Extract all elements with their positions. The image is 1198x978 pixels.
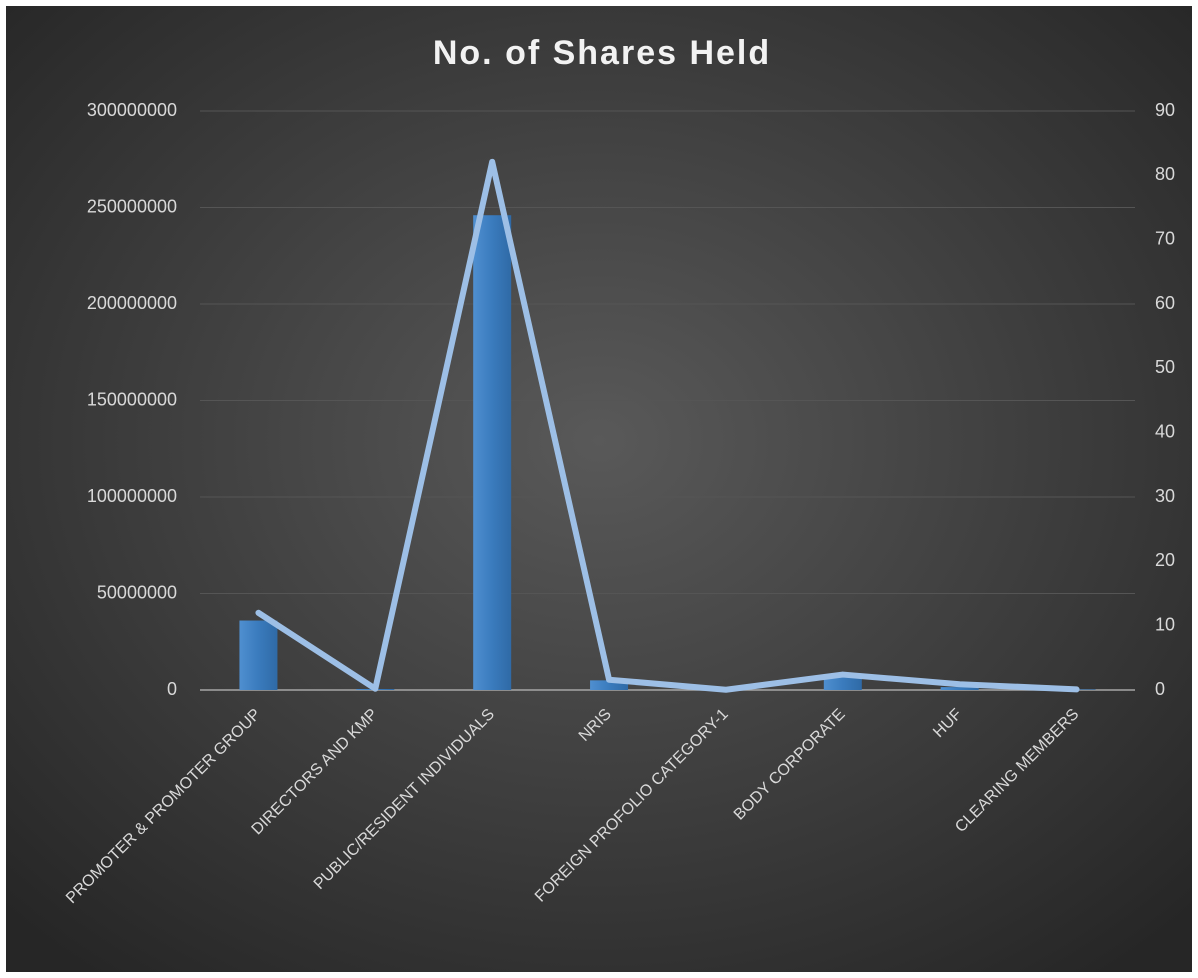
y-tick-label: 300000000	[87, 100, 177, 120]
chart-title: No. of Shares Held	[433, 34, 771, 72]
y-tick-label: 100000000	[87, 486, 177, 506]
y-tick-label: 150000000	[87, 389, 177, 409]
bar	[473, 215, 512, 690]
y2-tick-label: 80	[1155, 164, 1175, 184]
y2-tick-label: 30	[1155, 486, 1175, 506]
y2-tick-label: 10	[1155, 614, 1175, 634]
y-tick-label: 0	[167, 679, 177, 699]
y-tick-label: 50000000	[97, 582, 177, 602]
chart-background	[6, 6, 1192, 972]
y2-tick-label: 0	[1155, 679, 1165, 699]
y2-tick-label: 40	[1155, 421, 1175, 441]
y2-tick-label: 60	[1155, 293, 1175, 313]
y2-tick-label: 90	[1155, 100, 1175, 120]
y2-tick-label: 20	[1155, 550, 1175, 570]
y2-tick-label: 50	[1155, 357, 1175, 377]
y2-tick-label: 70	[1155, 228, 1175, 248]
y-tick-label: 200000000	[87, 293, 177, 313]
y-tick-label: 250000000	[87, 196, 177, 216]
bar	[590, 680, 629, 690]
bar	[239, 620, 278, 690]
bar	[940, 687, 979, 690]
bar	[823, 676, 862, 690]
line	[255, 158, 1080, 693]
